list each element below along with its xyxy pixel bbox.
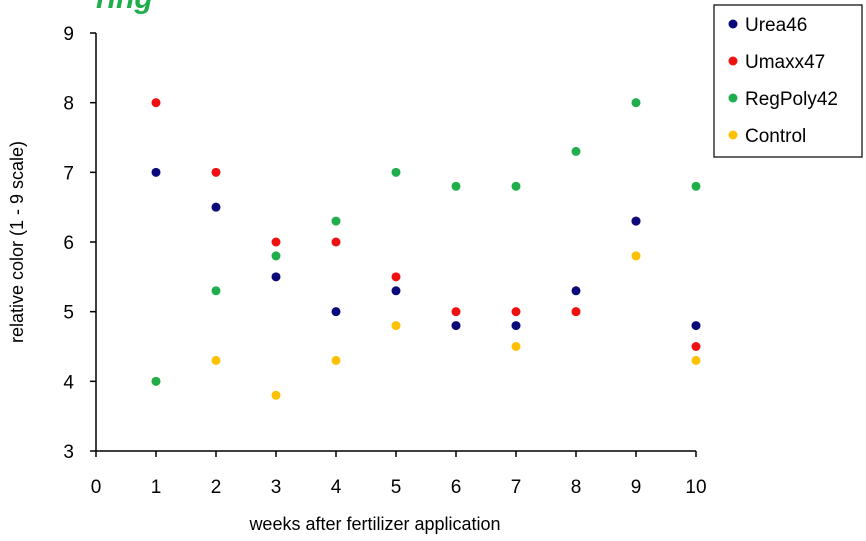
legend-label-control: Control	[745, 126, 806, 147]
legend-label-umaxx47: Umaxx47	[745, 52, 825, 73]
y-tick-label: 5	[63, 303, 74, 324]
x-tick-label: 10	[685, 477, 706, 498]
data-point-regpoly42	[391, 167, 401, 177]
legend-marker-urea46	[728, 19, 738, 29]
data-point-regpoly42	[451, 181, 461, 191]
y-tick-label: 3	[63, 442, 74, 463]
y-tick-label: 6	[63, 233, 74, 254]
data-point-control	[331, 355, 341, 365]
data-point-umaxx47	[211, 167, 221, 177]
x-tick-label: 1	[151, 477, 162, 498]
x-tick-label: 5	[391, 477, 402, 498]
data-point-umaxx47	[391, 272, 401, 282]
data-point-umaxx47	[271, 237, 281, 247]
data-point-regpoly42	[691, 181, 701, 191]
data-point-urea46	[511, 321, 521, 331]
legend-items: Urea46 Umaxx47 RegPoly42 Control	[728, 15, 838, 147]
legend-label-regpoly42: RegPoly42	[745, 89, 838, 110]
x-tick-label: 3	[271, 477, 282, 498]
data-point-urea46	[691, 321, 701, 331]
data-points	[151, 98, 701, 400]
data-point-umaxx47	[151, 98, 161, 108]
chart-title-fragment: ring	[96, 0, 153, 15]
data-point-umaxx47	[691, 342, 701, 351]
data-point-regpoly42	[151, 376, 161, 386]
x-ticks: 0 1 2 3 4 5 6 7 8 9 10	[91, 451, 707, 498]
data-point-control	[211, 355, 221, 365]
x-tick-label: 8	[571, 477, 582, 498]
x-tick-label: 0	[91, 477, 102, 498]
x-tick-label: 9	[631, 477, 642, 498]
legend-label-urea46: Urea46	[745, 15, 807, 36]
y-tick-label: 4	[63, 372, 74, 393]
data-point-control	[271, 390, 281, 400]
y-ticks: 3 4 5 6 7 8 9	[63, 24, 96, 463]
data-point-regpoly42	[331, 216, 341, 226]
y-axis-title: relative color (1 - 9 scale)	[7, 141, 27, 343]
data-point-regpoly42	[571, 146, 581, 156]
data-point-control	[691, 355, 701, 365]
x-axis-title: weeks after fertilizer application	[248, 514, 500, 534]
legend-marker-umaxx47	[728, 56, 738, 66]
y-tick-label: 9	[63, 24, 74, 45]
data-point-umaxx47	[511, 307, 521, 317]
x-tick-label: 2	[211, 477, 222, 498]
data-point-regpoly42	[631, 98, 641, 108]
data-point-urea46	[271, 272, 281, 282]
data-point-urea46	[451, 321, 461, 331]
legend-box	[713, 4, 863, 158]
data-point-urea46	[631, 216, 641, 226]
y-tick-label: 8	[63, 94, 74, 115]
y-tick-label: 7	[63, 163, 74, 184]
data-point-urea46	[391, 286, 401, 296]
data-point-umaxx47	[331, 237, 341, 247]
data-point-umaxx47	[451, 307, 461, 317]
legend-marker-control	[728, 130, 738, 140]
data-point-urea46	[211, 202, 221, 212]
data-point-umaxx47	[571, 307, 581, 317]
x-tick-label: 4	[331, 477, 342, 498]
legend: Urea46 Umaxx47 RegPoly42 Control	[713, 4, 863, 158]
data-point-control	[631, 251, 641, 261]
data-point-regpoly42	[511, 181, 521, 191]
x-tick-label: 6	[451, 477, 462, 498]
data-point-urea46	[571, 286, 581, 296]
x-tick-label: 7	[511, 477, 522, 498]
legend-marker-regpoly42	[728, 93, 738, 103]
data-point-control	[391, 321, 401, 331]
data-point-regpoly42	[271, 251, 281, 261]
data-point-control	[511, 342, 521, 351]
data-point-regpoly42	[211, 286, 221, 296]
data-point-urea46	[331, 307, 341, 317]
data-point-urea46	[151, 167, 161, 177]
